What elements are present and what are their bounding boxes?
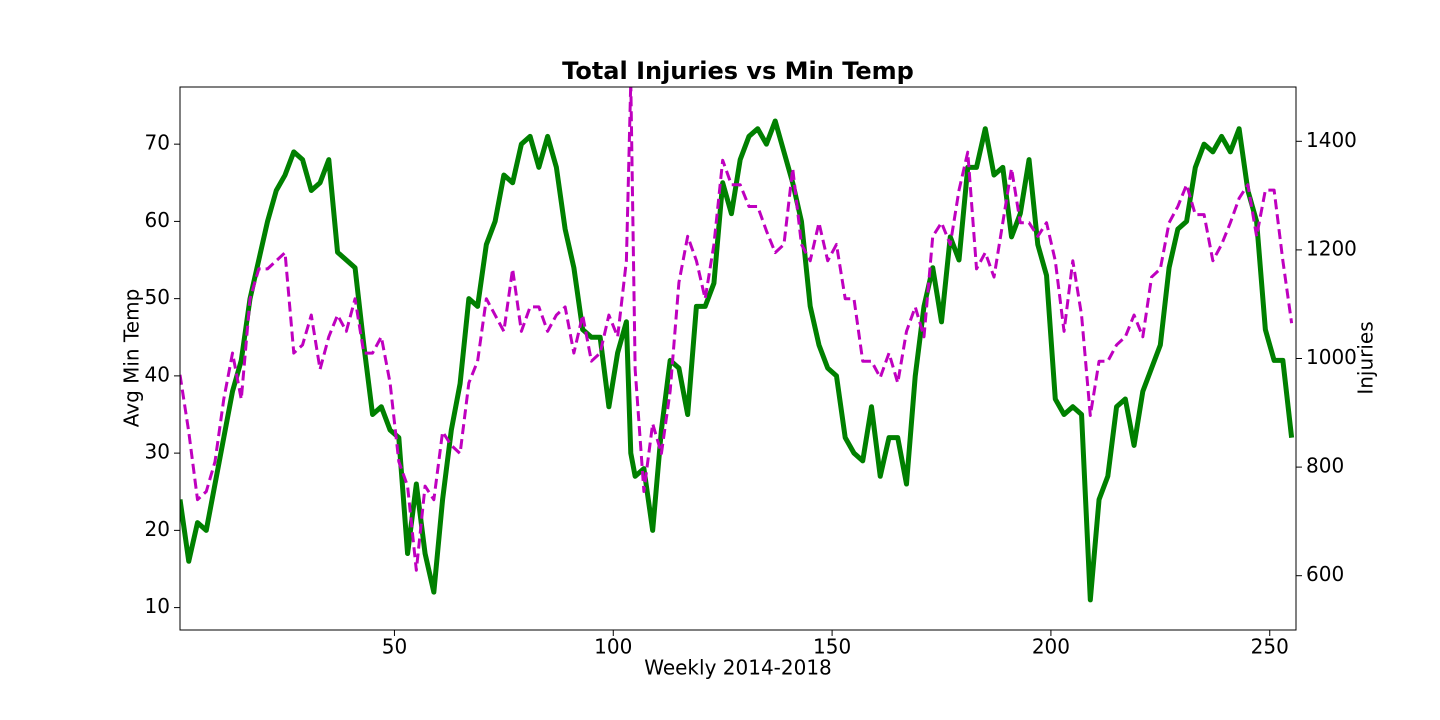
y-tick-label: 20 (145, 517, 170, 541)
y2-tick-label: 1200 (1306, 236, 1357, 260)
x-tick-label: 50 (382, 635, 407, 659)
y2-tick-label: 1000 (1306, 345, 1357, 369)
series-line (180, 87, 1294, 572)
chart-title: Total Injuries vs Min Temp (562, 57, 914, 85)
x-tick-label: 250 (1251, 635, 1289, 659)
y2-tick-label: 800 (1306, 454, 1344, 478)
x-tick-label: 150 (813, 635, 851, 659)
x-axis-label: Weekly 2014-2018 (644, 656, 832, 680)
y-axis-label: Avg Min Temp (120, 289, 144, 428)
y-tick-label: 60 (145, 208, 170, 232)
series-line (180, 118, 1295, 603)
y-tick-label: 70 (145, 131, 170, 155)
y2-axis-label: Injuries (1354, 321, 1378, 394)
x-tick-label: 100 (594, 635, 632, 659)
y-tick-label: 50 (145, 285, 170, 309)
y-tick-label: 40 (145, 362, 170, 386)
y2-tick-label: 600 (1306, 562, 1344, 586)
x-tick-label: 200 (1032, 635, 1070, 659)
y2-tick-label: 1400 (1306, 128, 1357, 152)
plot-area (180, 87, 1295, 603)
y-tick-label: 10 (145, 594, 170, 618)
y-tick-label: 30 (145, 440, 170, 464)
